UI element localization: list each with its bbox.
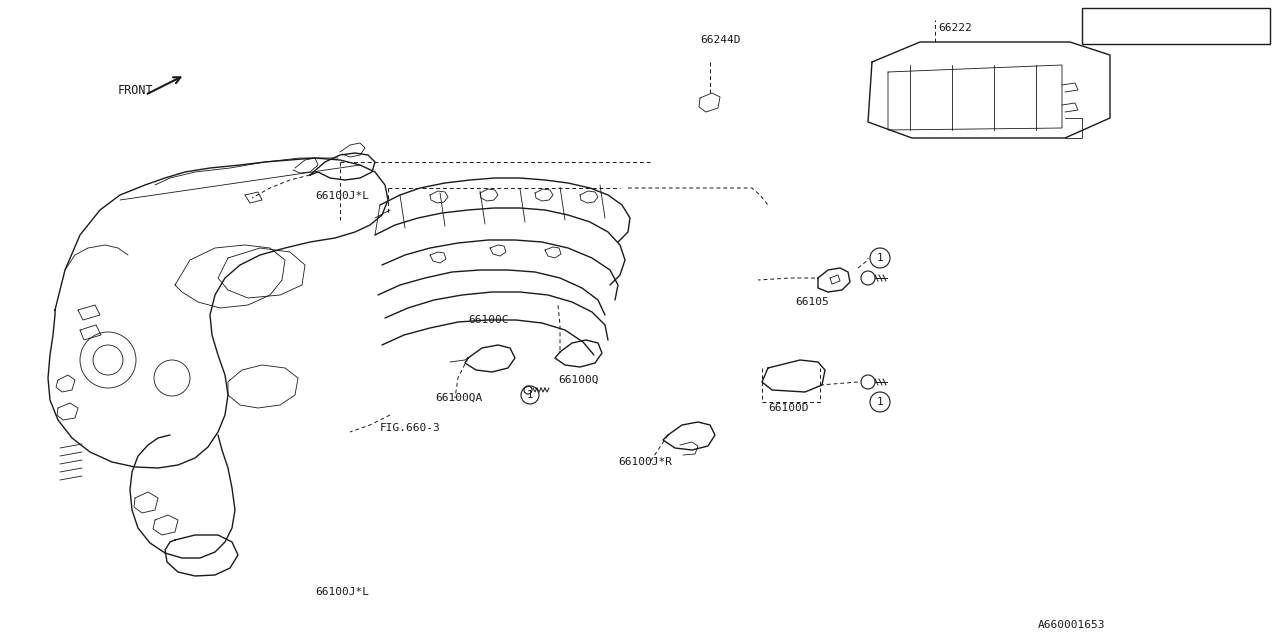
- Text: 1: 1: [877, 253, 883, 263]
- Text: FIG.660-3: FIG.660-3: [380, 423, 440, 433]
- Text: 66100J*L: 66100J*L: [315, 587, 369, 597]
- Text: 1: 1: [1102, 21, 1108, 31]
- Text: Q500025: Q500025: [1132, 19, 1184, 33]
- Text: FRONT: FRONT: [118, 83, 154, 97]
- Text: 66100D: 66100D: [768, 403, 809, 413]
- Text: 66100Q: 66100Q: [558, 375, 599, 385]
- Text: 66100QA: 66100QA: [435, 393, 483, 403]
- Text: 66100J*R: 66100J*R: [618, 457, 672, 467]
- Text: 66100J*L: 66100J*L: [315, 191, 369, 201]
- Text: A660001653: A660001653: [1038, 620, 1106, 630]
- Bar: [1082, 8, 1270, 44]
- Text: 66222: 66222: [938, 23, 972, 33]
- Text: 1: 1: [527, 390, 534, 400]
- Text: 66100C: 66100C: [468, 315, 508, 325]
- Text: 66244D: 66244D: [700, 35, 741, 45]
- Text: 1: 1: [877, 397, 883, 407]
- Text: 66105: 66105: [795, 297, 828, 307]
